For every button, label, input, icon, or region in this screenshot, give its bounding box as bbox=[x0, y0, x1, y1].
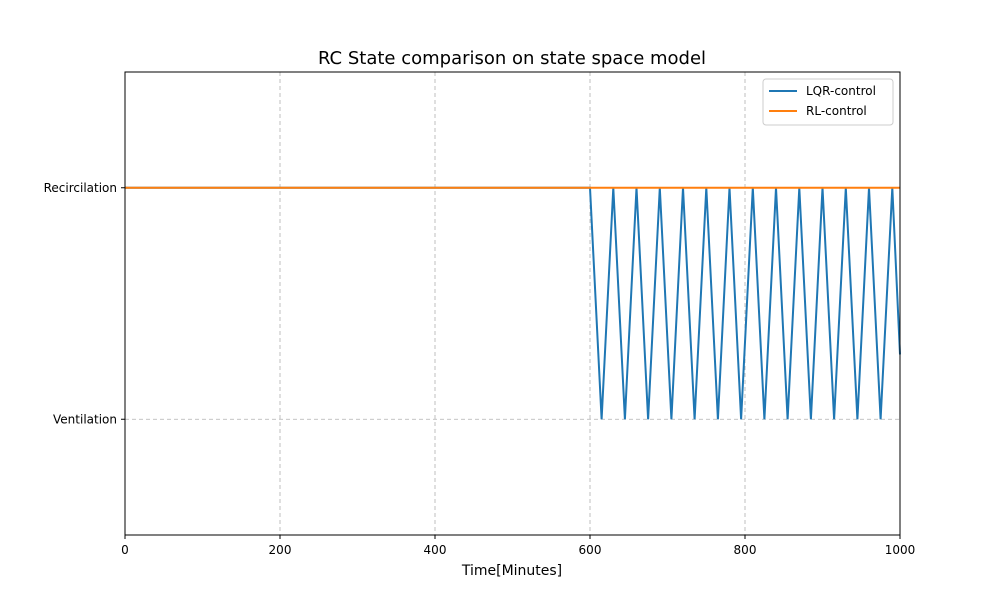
x-tick-label: 400 bbox=[424, 543, 447, 557]
x-axis-label: Time[Minutes] bbox=[461, 563, 562, 579]
y-tick-label: Recircilation bbox=[44, 181, 117, 195]
legend-label-lqr-control: LQR-control bbox=[806, 84, 876, 98]
x-tick-label: 600 bbox=[579, 543, 602, 557]
legend-label-rl-control: RL-control bbox=[806, 104, 867, 118]
grid-lines bbox=[125, 72, 900, 535]
chart-title: RC State comparison on state space model bbox=[318, 48, 706, 69]
x-tick-label: 0 bbox=[121, 543, 129, 557]
y-axis-ticks: Ventilation Recircilation bbox=[44, 181, 125, 426]
series-line-lqr-control bbox=[125, 186, 901, 420]
legend: LQR-control RL-control bbox=[762, 78, 894, 126]
x-tick-label: 200 bbox=[269, 543, 292, 557]
x-tick-label: 800 bbox=[734, 543, 757, 557]
y-tick-label: Ventilation bbox=[53, 412, 117, 426]
series-lines bbox=[125, 186, 901, 420]
plot-frame bbox=[124, 71, 901, 536]
x-axis-ticks: 0 200 400 600 800 1000 bbox=[121, 535, 915, 557]
x-tick-label: 1000 bbox=[885, 543, 916, 557]
